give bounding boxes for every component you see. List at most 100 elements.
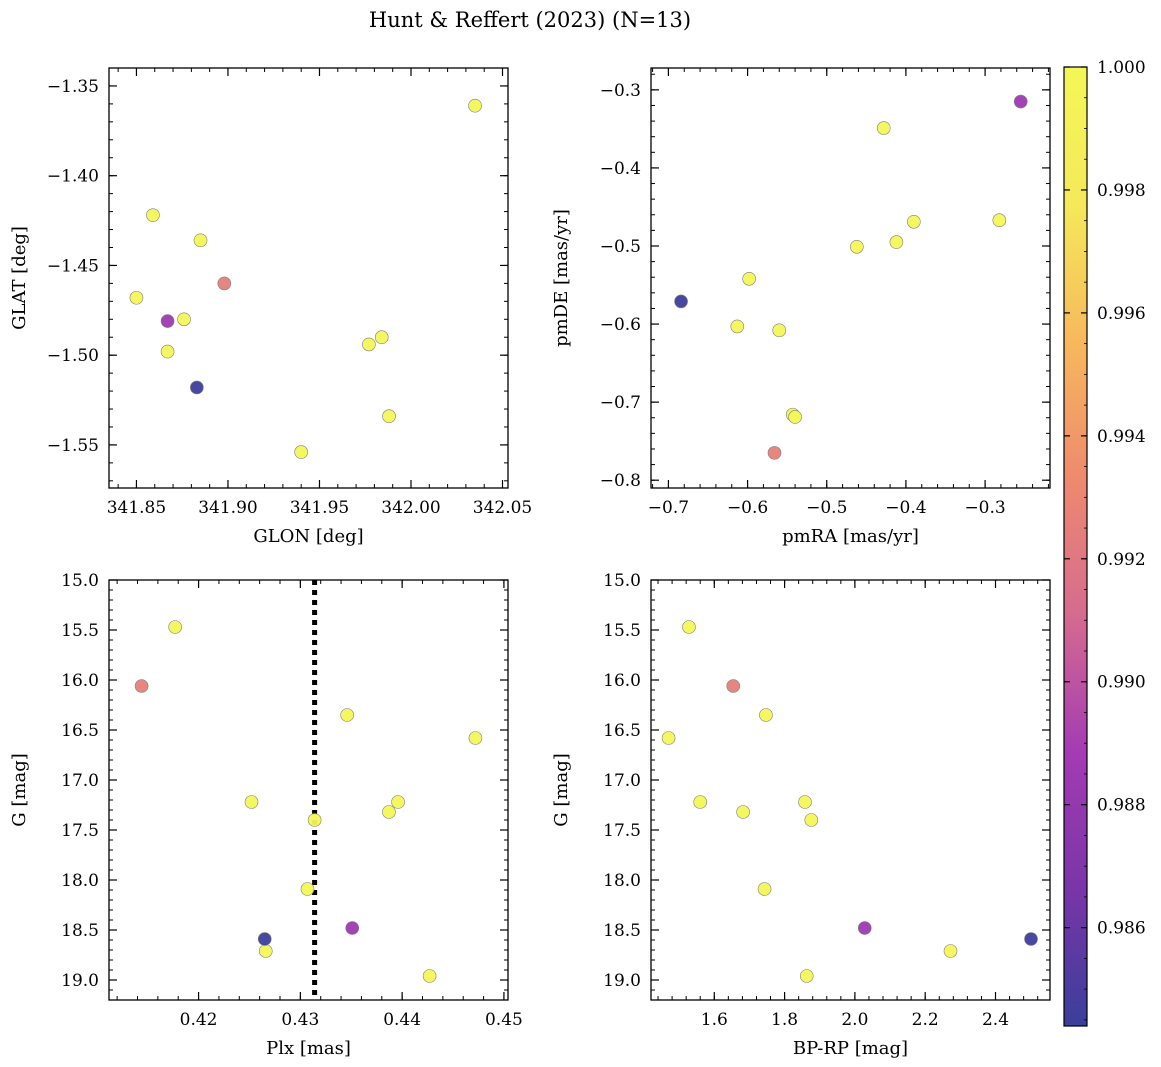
scatter-point [992, 213, 1007, 228]
scatter-point [300, 882, 315, 896]
scatter-point [244, 795, 259, 809]
y-axis-label: G [mag] [551, 753, 572, 826]
x-tick-label: 2.2 [912, 1010, 939, 1030]
scatter-point [726, 679, 741, 693]
scatter-point [217, 276, 232, 291]
scatter-point [799, 969, 814, 983]
y-axis-label: G [mag] [9, 753, 30, 826]
scatter-point [693, 795, 708, 809]
x-tick-label: 342.05 [473, 498, 532, 518]
scatter-point [382, 409, 396, 424]
x-tick-label: 0.43 [281, 1010, 319, 1030]
colorbar-tick-label: 0.986 [1097, 919, 1146, 939]
scatter-point [682, 620, 696, 634]
scatter-point [177, 312, 191, 327]
y-tick-label: −1.35 [47, 77, 99, 97]
panel-pmra-pmde: −0.7 −0.6 −0.5 −0.4 −0.3 −0.3 −0.4 −0.5 −0.6 −0.7… [551, 67, 1051, 547]
x-axis-label: Plx [mas] [266, 1038, 351, 1059]
scatter-point [850, 239, 864, 254]
scatter-point [757, 882, 772, 896]
axes-frame [650, 579, 1051, 1001]
scatter-point [160, 314, 175, 328]
scatter-point [193, 233, 208, 248]
colorbar-tick-label: 0.994 [1097, 427, 1146, 447]
y-tick-label: 18.0 [61, 871, 99, 891]
scatter-point [804, 813, 819, 827]
x-axis-label: BP-RP [mag] [793, 1038, 908, 1059]
scatter-point [907, 214, 921, 229]
y-tick-label: 17.0 [61, 771, 99, 791]
colorbar-tick-label: 0.996 [1097, 304, 1146, 324]
y-tick-label: 17.5 [603, 821, 641, 841]
colorbar-gradient [1063, 66, 1088, 1027]
x-tick-label: −0.3 [964, 498, 1005, 518]
scatter-point [943, 944, 958, 958]
scatter-point [468, 731, 483, 745]
y-tick-label: 18.5 [603, 921, 641, 941]
scatter-point [876, 121, 891, 135]
scatter-point [146, 208, 160, 222]
y-tick-label: 19.0 [603, 971, 641, 991]
scatter-point [857, 921, 872, 935]
y-tick-label: 16.0 [61, 671, 99, 691]
y-tick-label: 15.5 [603, 621, 641, 641]
colorbar-tick-label: 0.992 [1097, 550, 1146, 570]
scatter-point [129, 290, 144, 305]
x-tick-label: 341.85 [107, 498, 166, 518]
x-tick-label: 341.95 [290, 498, 349, 518]
y-tick-label: −1.50 [47, 346, 99, 366]
y-tick-label: 18.5 [61, 921, 99, 941]
x-axis-label: pmRA [mas/yr] [782, 526, 919, 547]
y-tick-label: −0.7 [600, 393, 641, 413]
scatter-point [294, 445, 308, 459]
y-tick-label: −1.40 [47, 167, 99, 187]
scatter-point [730, 319, 745, 334]
colorbar-tick-label: 0.990 [1097, 673, 1146, 693]
scatter-point [391, 795, 405, 809]
scatter-point [258, 944, 273, 958]
scatter-point [1024, 932, 1038, 946]
scatter-point [742, 271, 756, 286]
y-tick-label: 17.5 [61, 821, 99, 841]
colorbar: 0.986 0.988 0.990 0.992 0.994 0.996 0.998 1.000 [1063, 58, 1146, 1027]
scatter-point [307, 813, 322, 827]
axes-frame [108, 67, 509, 489]
scatter-point [362, 337, 376, 352]
scatter-point [134, 679, 149, 693]
scatter-point [772, 323, 787, 338]
scatter-point [788, 410, 802, 424]
panel-plx-g: 0.42 0.43 0.44 0.45 15.0 15.5 16.0 16.5 17.0 17.5… [9, 571, 523, 1059]
scatter-point [422, 969, 437, 983]
scatter-point [374, 330, 389, 345]
scatter-point [468, 98, 482, 113]
y-tick-label: 15.5 [61, 621, 99, 641]
scatter-point [190, 380, 204, 395]
scatter-point [345, 921, 360, 935]
colorbar-tick-label: 0.988 [1097, 796, 1146, 816]
y-tick-label: 19.0 [61, 971, 99, 991]
x-tick-label: 0.42 [180, 1010, 218, 1030]
y-tick-label: −0.4 [600, 159, 641, 179]
panel-glon-glat: 341.85 341.90 341.95 342.00 342.05 −1.35 −1.40… [9, 67, 532, 547]
x-tick-label: −0.7 [648, 498, 689, 518]
scatter-point [1013, 94, 1028, 109]
scatter-point [340, 708, 354, 722]
y-tick-label: 18.0 [603, 871, 641, 891]
colorbar-tick-label: 0.998 [1097, 181, 1146, 201]
scatter-point [767, 446, 782, 460]
x-tick-label: 0.44 [383, 1010, 421, 1030]
x-tick-label: 341.90 [198, 498, 257, 518]
x-tick-label: 1.6 [701, 1010, 728, 1030]
scatter-point [257, 932, 272, 946]
colorbar-tick-label: 1.000 [1097, 58, 1146, 78]
x-tick-label: 1.8 [771, 1010, 798, 1030]
scatter-point [798, 795, 812, 809]
panel-bprp-g: 1.6 1.8 2.0 2.2 2.4 15.0 15.5 16.0 16.5 17.0 17.5 1… [551, 571, 1051, 1059]
x-tick-label: 342.00 [381, 498, 440, 518]
axes-frame [650, 67, 1051, 489]
x-tick-label: 0.45 [485, 1010, 523, 1030]
y-tick-label: 15.0 [603, 571, 641, 591]
x-tick-label: 2.0 [841, 1010, 868, 1030]
scatter-point [382, 805, 396, 819]
